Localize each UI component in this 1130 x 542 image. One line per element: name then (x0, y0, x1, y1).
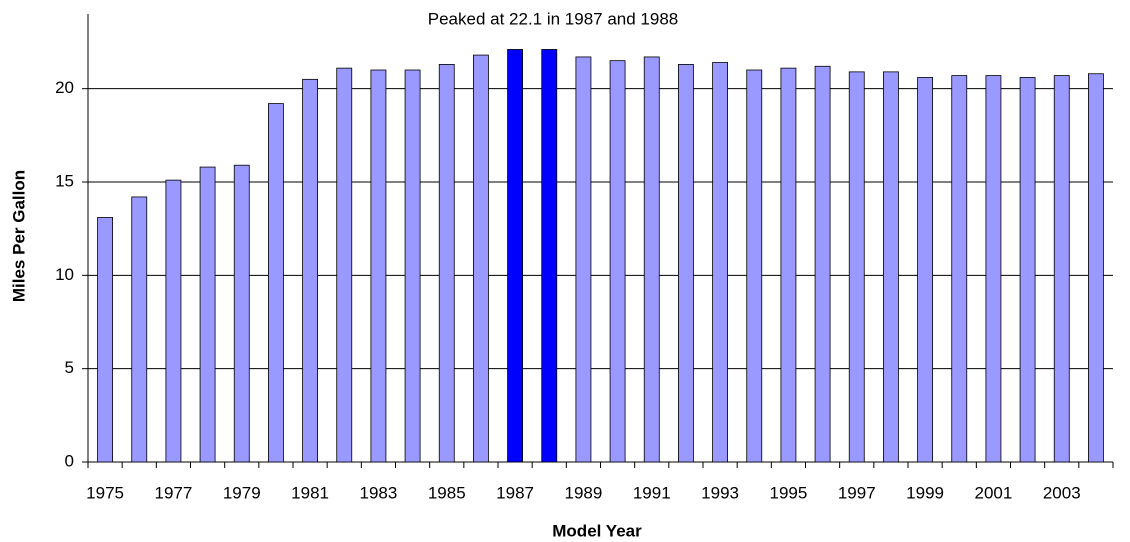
x-tick-label: 1999 (906, 483, 944, 502)
x-tick-label: 1989 (565, 483, 603, 502)
y-tick-label: 5 (65, 358, 74, 377)
bar (370, 69, 387, 463)
bar (985, 75, 1002, 463)
bar (1088, 73, 1104, 463)
bar (302, 78, 319, 463)
bar (609, 60, 626, 463)
y-axis-label: Miles Per Gallon (9, 170, 28, 302)
x-tick-label: 1997 (838, 483, 876, 502)
bar (917, 77, 933, 463)
x-tick-label: 1979 (223, 483, 261, 502)
bar (233, 164, 250, 463)
bar (336, 67, 353, 463)
bar (404, 69, 421, 463)
x-tick-label: 1995 (770, 483, 808, 502)
bar (678, 64, 694, 463)
y-tick-label: 10 (55, 265, 74, 284)
bar (472, 54, 489, 463)
bar (199, 166, 216, 463)
x-axis-label: Model Year (552, 521, 642, 540)
bar (438, 64, 455, 463)
x-tick-label: 1977 (155, 483, 193, 502)
y-tick-label: 0 (65, 451, 74, 470)
bar (507, 49, 524, 463)
x-tick-label: 1987 (496, 483, 534, 502)
x-tick-label: 2001 (975, 483, 1013, 502)
bar (1019, 77, 1036, 463)
y-tick-label: 15 (55, 171, 74, 190)
x-tick-label: 1993 (701, 483, 739, 502)
bar (951, 75, 968, 463)
bar (780, 67, 797, 463)
x-tick-label: 1985 (428, 483, 466, 502)
bar (814, 65, 831, 463)
bar (131, 196, 148, 463)
bar (883, 71, 899, 463)
bar (643, 56, 660, 463)
bar (1053, 75, 1070, 463)
bar (541, 49, 558, 463)
bar (712, 62, 728, 463)
y-tick-label: 20 (55, 78, 74, 97)
bar (97, 217, 113, 463)
bar (165, 179, 182, 463)
x-tick-label: 2003 (1043, 483, 1081, 502)
x-tick-label: 1981 (291, 483, 329, 502)
bar (267, 103, 284, 463)
annotation: Peaked at 22.1 in 1987 and 1988 (428, 9, 679, 28)
bar (848, 71, 865, 463)
bar (575, 56, 592, 463)
bar (746, 69, 763, 463)
x-tick-label: 1983 (360, 483, 398, 502)
x-tick-label: 1991 (633, 483, 671, 502)
x-tick-label: 1975 (86, 483, 124, 502)
